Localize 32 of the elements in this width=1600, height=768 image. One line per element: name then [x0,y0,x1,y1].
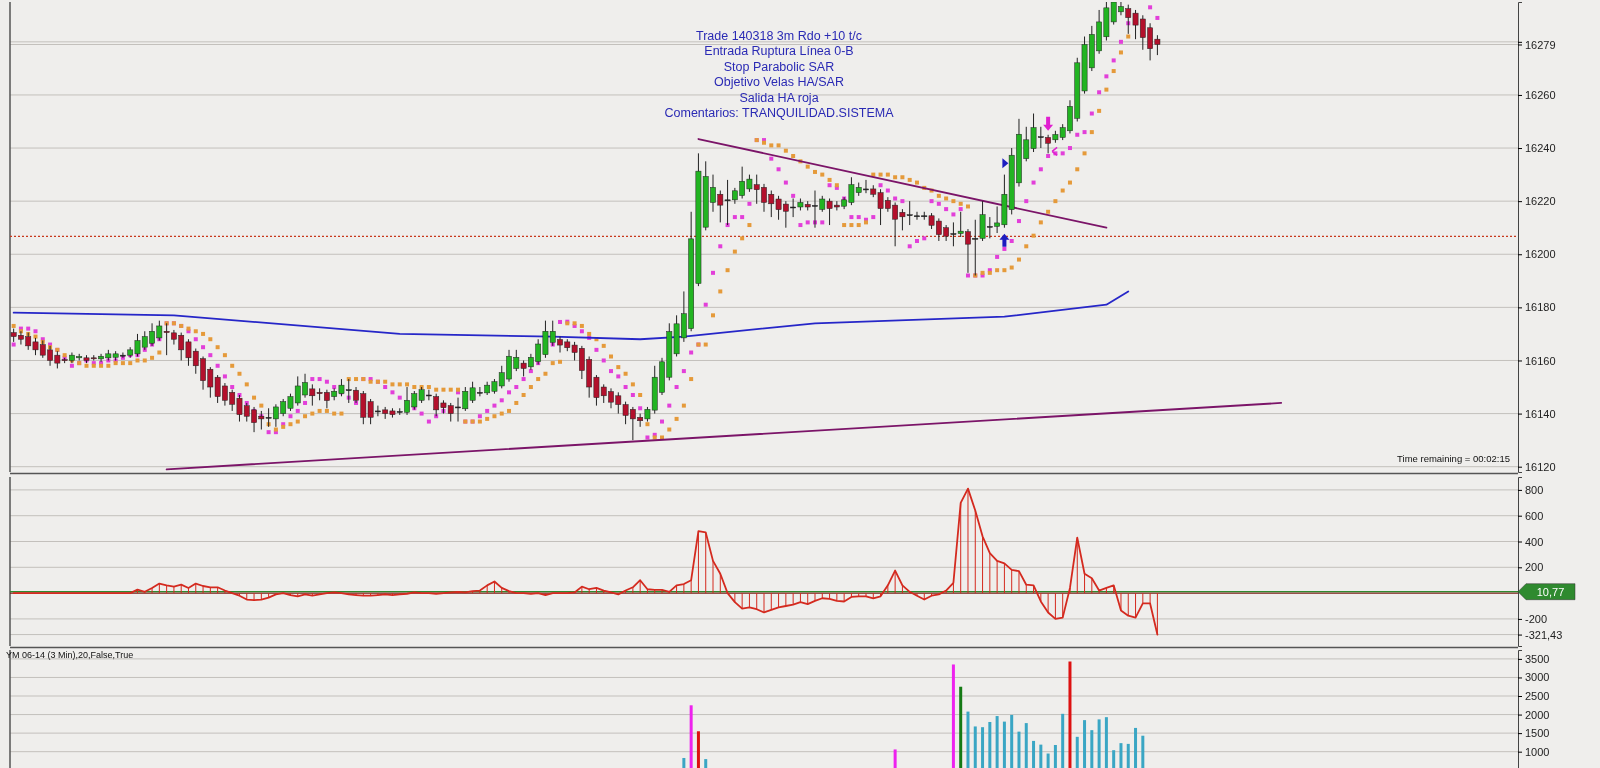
y-tick-label: 16180 [1525,301,1556,314]
y-tick-label: 800 [1525,483,1544,496]
y-tick-label: 16220 [1525,195,1556,208]
y-tick-label: 3500 [1525,652,1550,665]
y-tick-label: 16200 [1525,248,1556,261]
y-tick-label: 400 [1525,535,1544,548]
y-tick-label: 16240 [1525,142,1556,155]
annotation: Stop Parabolic SAR [723,59,835,74]
annotation: Comentarios: TRANQUILIDAD.SISTEMA [664,106,895,120]
y-tick-label: 3000 [1525,671,1550,684]
line-series [12,290,1130,341]
y-tick-label: 2000 [1525,708,1550,721]
y-tick-label: 16120 [1525,460,1556,473]
y-tick-label: 1000 [1525,745,1550,758]
annotation: Entrada Ruptura Línea 0-B [704,44,854,59]
y-tick-label: 600 [1525,509,1544,522]
annotation: Salida HA roja [739,90,819,105]
y-tick-label: 16140 [1525,407,1556,420]
y-tick-label: 16160 [1525,354,1556,367]
y-tick-label: 1500 [1525,727,1550,740]
y-tick-label: 16260 [1525,88,1556,101]
y-tick-label: 200 [1525,561,1544,574]
y-tick-label: -321,43 [1525,628,1563,641]
ref-line-label: 10,77 [1536,585,1565,598]
y-tick-label: -200 [1525,612,1548,625]
annotation: Objetivo Velas HA/SAR [714,75,844,90]
y-tick-label: 2500 [1525,690,1550,703]
chart-title: YM 06-14 (3 Min),20,False,True [6,650,134,660]
y-tick-label: 16279 [1525,38,1556,51]
annotation: Trade 140318 3m Rdo +10 t/c [696,29,862,43]
line-series [12,487,1159,636]
annotation: Time remaining = 00:02:15 [1397,453,1510,464]
